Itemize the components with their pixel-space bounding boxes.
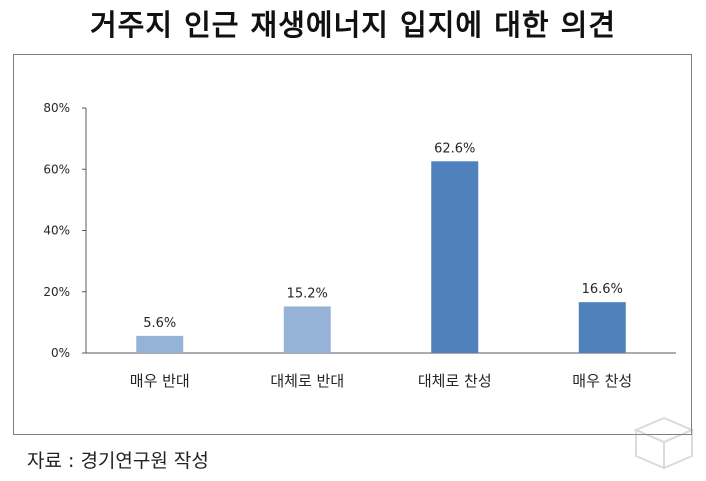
bar-value-label: 15.2% bbox=[287, 286, 328, 301]
chart-title: 거주지 인근 재생에너지 입지에 대한 의견 bbox=[89, 8, 617, 42]
bar-value-label: 16.6% bbox=[582, 282, 623, 297]
y-tick-label: 40% bbox=[43, 224, 70, 238]
bar-value-label: 62.6% bbox=[434, 141, 475, 156]
y-tick-label: 80% bbox=[43, 101, 70, 115]
source-note: 자료 : 경기연구원 작성 bbox=[27, 450, 209, 472]
bar-value-label: 5.6% bbox=[143, 316, 176, 331]
chart-area bbox=[13, 54, 692, 435]
bar bbox=[431, 161, 479, 353]
x-category-label: 매우 찬성 bbox=[572, 372, 632, 390]
daily-news-watermark-logo bbox=[633, 416, 695, 470]
y-tick-label: 20% bbox=[43, 285, 70, 299]
x-category-label: 매우 반대 bbox=[130, 372, 190, 390]
bar bbox=[283, 306, 331, 353]
x-category-label: 대체로 찬성 bbox=[418, 372, 492, 390]
bar bbox=[136, 335, 184, 353]
bar bbox=[578, 302, 626, 353]
y-tick-label: 60% bbox=[43, 162, 70, 176]
x-category-label: 대체로 반대 bbox=[270, 372, 344, 390]
y-tick-label: 0% bbox=[51, 346, 70, 360]
